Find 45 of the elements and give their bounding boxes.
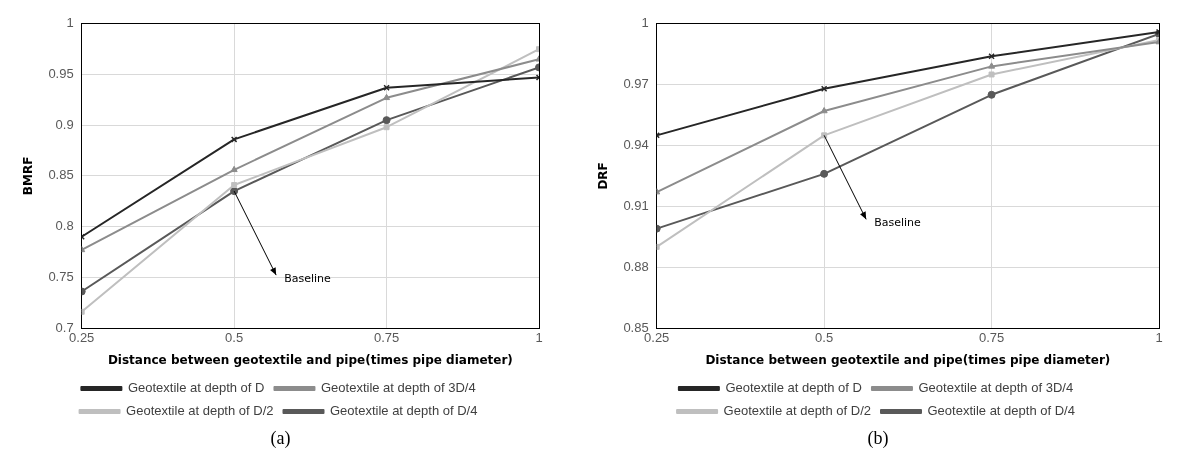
x-tick-label: 1 xyxy=(535,330,543,346)
legend-label: Geotextile at depth of D xyxy=(127,380,265,396)
point xyxy=(230,165,238,173)
x-tick-label: 0.5 xyxy=(225,330,244,346)
x-tick-label: 0.25 xyxy=(69,330,95,346)
x-tick-label: 0.5 xyxy=(815,330,834,346)
x-axis-title: Distance between geotextile and pipe(times pipe diameter) xyxy=(107,352,513,367)
point xyxy=(987,90,996,99)
x-tick-label: 0.75 xyxy=(373,330,400,346)
y-tick-label: 1 xyxy=(66,15,74,31)
y-tick-label: 0.8 xyxy=(55,218,74,234)
point xyxy=(988,71,995,78)
legend-label: Geotextile at depth of 3D/4 xyxy=(918,380,1074,396)
text: (a) xyxy=(269,428,292,449)
point xyxy=(988,62,996,69)
legend-label: Geotextile at depth of D/2 xyxy=(723,403,872,419)
y-tick-label: 0.75 xyxy=(48,268,74,284)
legend-label: Geotextile at depth of D/2 xyxy=(126,403,274,419)
legend-label: Geotextile at depth of D/4 xyxy=(330,403,478,419)
point xyxy=(656,188,661,195)
y-tick-label: 0.85 xyxy=(48,167,74,183)
annotation: Baseline xyxy=(284,271,331,285)
point xyxy=(231,182,238,188)
y-axis-title: BMRF xyxy=(21,156,36,196)
annotation: Baseline xyxy=(874,216,921,230)
text: (b) xyxy=(866,428,890,449)
y-tick-label: 0.91 xyxy=(623,197,649,213)
y-tick-label: 0.9 xyxy=(55,116,74,132)
y-tick-label: 0.97 xyxy=(623,76,649,92)
y-tick-label: 0.94 xyxy=(623,137,649,153)
legend-label: Geotextile at depth of D xyxy=(725,380,862,396)
point xyxy=(383,124,390,131)
point xyxy=(382,116,391,125)
y-tick-label: 0.88 xyxy=(623,258,649,274)
point xyxy=(820,169,829,178)
y-tick-label: 1 xyxy=(641,15,649,31)
y-tick-label: 0.95 xyxy=(48,66,74,82)
point xyxy=(383,93,391,101)
legend-label: Geotextile at depth of D/4 xyxy=(927,403,1075,419)
x-tick-label: 0.75 xyxy=(978,330,1005,346)
x-tick-label: 1 xyxy=(1155,330,1163,346)
point xyxy=(820,107,828,114)
y-axis-title: DRF xyxy=(596,162,611,190)
legend-label: Geotextile at depth of 3D/4 xyxy=(320,380,476,396)
x-axis-title: Distance between geotextile and pipe(times pipe diameter) xyxy=(705,352,1111,367)
